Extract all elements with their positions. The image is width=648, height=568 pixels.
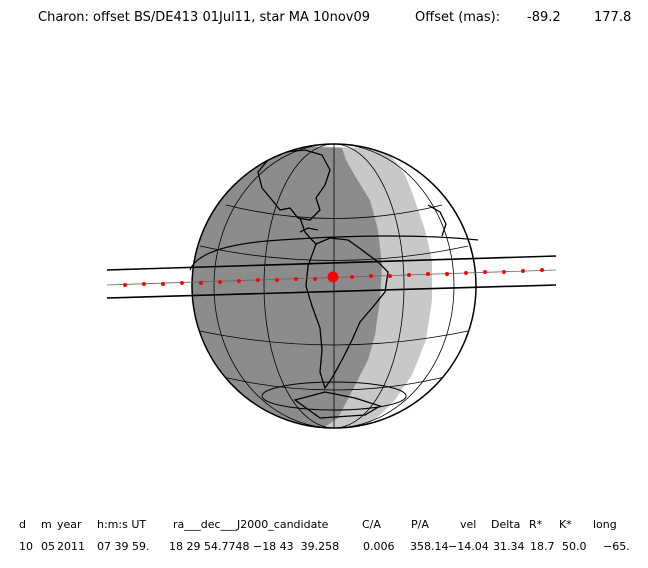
track-dot <box>313 277 317 281</box>
closest-approach-dot <box>327 271 339 283</box>
track-dot <box>445 272 449 276</box>
limb-curve <box>189 235 479 271</box>
south-america-coast <box>305 237 389 390</box>
central-america-coast <box>299 217 317 245</box>
value-year: 2011 <box>57 540 85 553</box>
track-dot <box>161 282 165 286</box>
col-header-pa: P/A <box>411 518 429 531</box>
graticule <box>194 144 474 428</box>
track-dot <box>142 282 146 286</box>
centerline-dots <box>123 268 544 287</box>
track-dot <box>483 270 487 274</box>
value-radec: 18 29 54.7748 −18 43 39.258 <box>169 540 340 553</box>
value-kstar: 50.0 <box>562 540 587 553</box>
col-header-vel: vel <box>460 518 477 531</box>
col-header-year: year <box>57 518 82 531</box>
offset-label: Offset (mas): <box>415 10 501 25</box>
col-header-delta: Delta <box>491 518 521 531</box>
track-dot <box>426 272 430 276</box>
night-region <box>192 144 382 428</box>
value-m: 05 <box>41 540 55 553</box>
offset-dec: 177.8 <box>594 10 632 25</box>
value-time: 07 39 59. <box>97 540 150 553</box>
shadow-edge-north <box>106 255 557 271</box>
antarctica-coast <box>293 391 382 419</box>
col-header-ca: C/A <box>362 518 381 531</box>
shadow-edge-south <box>106 284 557 299</box>
value-pa: 358.14 <box>410 540 449 553</box>
north-america-coast <box>257 149 331 221</box>
col-header-rstar: R* <box>529 518 543 531</box>
track-dot <box>388 274 392 278</box>
event-table: d m year h:m:s UT ra___dec___J2000_candi… <box>0 512 648 562</box>
africa-coast <box>427 204 447 237</box>
track-dot <box>294 277 298 281</box>
track-dot <box>369 274 373 278</box>
globe-limb <box>191 143 477 429</box>
value-d: 10 <box>19 540 33 553</box>
value-ca: 0.006 <box>363 540 395 553</box>
value-vel: −14.04 <box>448 540 489 553</box>
value-delta: 31.34 <box>493 540 525 553</box>
value-rstar: 18.7 <box>530 540 555 553</box>
value-long: −65. <box>603 540 630 553</box>
col-header-long: long <box>593 518 617 531</box>
plot-title: Charon: offset BS/DE413 01Jul11, star MA… <box>0 10 648 30</box>
track-dot <box>218 280 222 284</box>
south-polar-circle <box>261 381 407 411</box>
col-header-d: d <box>19 518 26 531</box>
col-header-m: m <box>41 518 52 531</box>
track-dot <box>180 281 184 285</box>
coastlines <box>257 149 447 419</box>
col-header-time: h:m:s UT <box>97 518 147 531</box>
col-header-radec: ra___dec___J2000_candidate <box>173 518 329 531</box>
track-dot <box>237 279 241 283</box>
track-dot <box>256 278 260 282</box>
offset-ra: -89.2 <box>527 10 561 25</box>
globe-shading <box>192 144 476 428</box>
track-dot <box>521 269 525 273</box>
track-dot <box>407 273 411 277</box>
track-dot <box>275 278 279 282</box>
track-dot <box>502 270 506 274</box>
caribbean-coast <box>299 227 319 233</box>
track-dot <box>123 283 127 287</box>
track-dot <box>464 271 468 275</box>
track-dot <box>199 281 203 285</box>
occultation-map <box>106 143 557 429</box>
title-text: Charon: offset BS/DE413 01Jul11, star MA… <box>38 10 371 25</box>
track-dot <box>350 275 354 279</box>
col-header-kstar: K* <box>559 518 572 531</box>
track-dot <box>540 268 544 272</box>
